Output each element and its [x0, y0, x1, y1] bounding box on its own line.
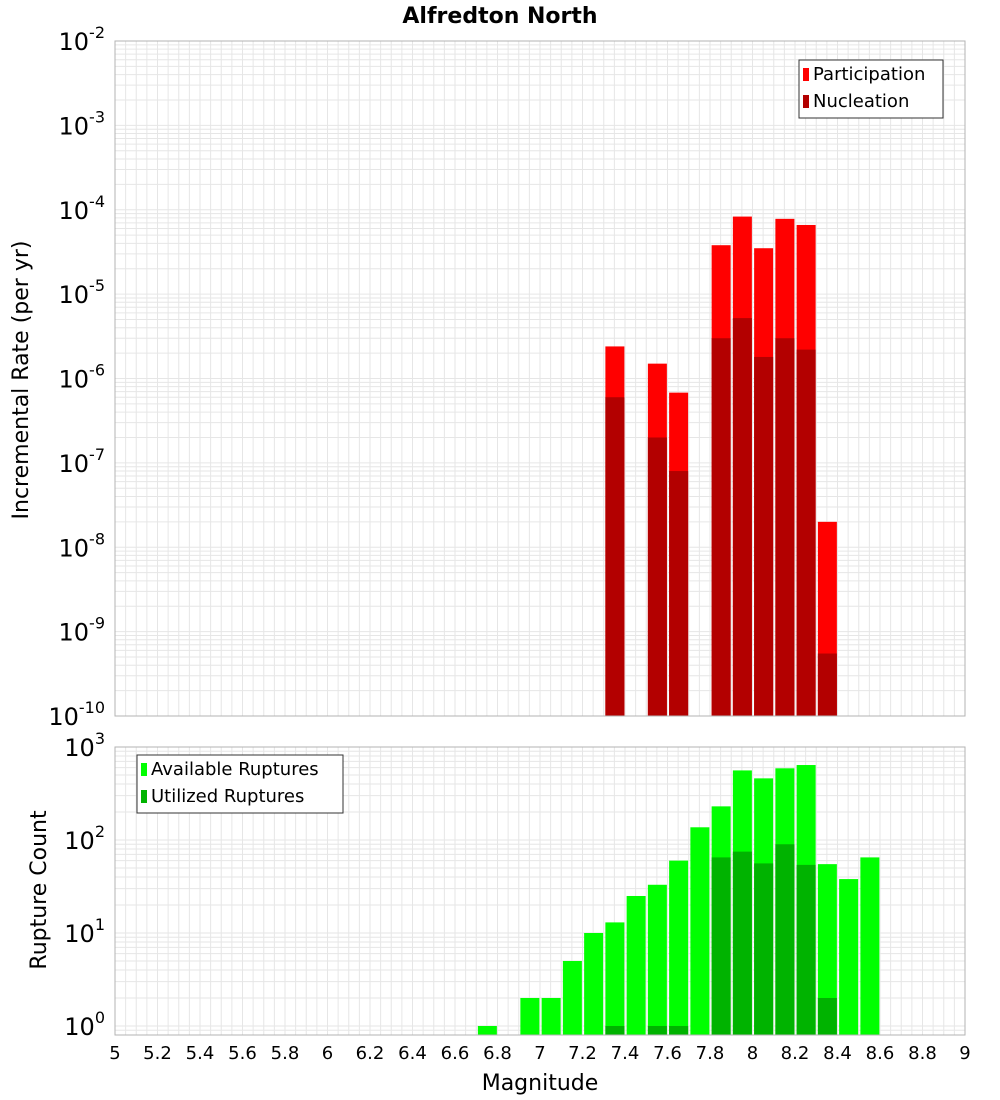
- x-tick-label: 6.4: [398, 1043, 427, 1064]
- x-tick-label: 8.8: [908, 1043, 937, 1064]
- bottom-bar: [520, 997, 540, 1035]
- bottom-bar: [839, 879, 859, 1035]
- bottom-legend-label: Available Ruptures: [151, 759, 319, 780]
- bottom-bar: [754, 863, 774, 1035]
- top-bar: [817, 653, 837, 716]
- bottom-plot-frame: [114, 746, 966, 1036]
- bottom-bar: [562, 960, 582, 1035]
- top-panel-rate-chart: 10-10 10-9 10-8 10-7 10-6 10-5 10-4 10-3 10-2 Par…: [48, 23, 966, 731]
- top-y-tick-label: 10-10: [48, 698, 105, 731]
- bottom-bar: [477, 1025, 497, 1035]
- x-tick-label: 7.4: [611, 1043, 640, 1064]
- x-tick-label: 8.6: [866, 1043, 895, 1064]
- bottom-legend-label: Utilized Ruptures: [151, 786, 304, 807]
- bottom-bar: [711, 857, 731, 1035]
- bottom-bar: [860, 857, 880, 1035]
- top-y-tick-label: 10-5: [59, 276, 106, 309]
- chart-title: Alfredton North: [402, 4, 597, 29]
- top-y-tick-label: 10-4: [59, 192, 106, 225]
- x-tick-label: 5: [109, 1043, 120, 1064]
- bottom-bar: [605, 1025, 625, 1035]
- top-bar: [669, 471, 689, 716]
- top-y-axis-label: Incremental Rate (per yr): [9, 241, 34, 520]
- bottom-y-tick-label: 102: [64, 822, 105, 855]
- top-legend: Participation Nucleation: [798, 59, 944, 119]
- bottom-bar: [817, 864, 837, 1035]
- x-axis-label: Magnitude: [482, 1071, 599, 1096]
- bottom-y-axis-label: Rupture Count: [27, 810, 52, 970]
- top-y-tick-label: 10-2: [59, 23, 106, 56]
- bottom-legend-box: [136, 754, 344, 814]
- x-tick-label: 5.2: [143, 1043, 172, 1064]
- top-bar: [647, 437, 667, 716]
- bottom-bar: [605, 922, 625, 1035]
- top-bar: [605, 397, 625, 716]
- bottom-y-tick-label: 100: [64, 1008, 105, 1041]
- top-bar: [732, 318, 752, 716]
- top-legend-label: Nucleation: [813, 91, 909, 112]
- top-legend-swatch: [803, 68, 809, 81]
- x-tick-label: 8: [747, 1043, 758, 1064]
- bottom-grid: [115, 747, 965, 1035]
- x-tick-label: 5.6: [228, 1043, 257, 1064]
- top-legend-box: [798, 59, 944, 119]
- x-tick-label: 8.4: [823, 1043, 852, 1064]
- bottom-bar: [817, 997, 837, 1035]
- x-tick-label: 8.2: [781, 1043, 810, 1064]
- bottom-bar: [690, 827, 710, 1035]
- top-y-tick-label: 10-3: [59, 107, 106, 140]
- x-tick-label: 6.8: [483, 1043, 512, 1064]
- x-tick-label: 7.6: [653, 1043, 682, 1064]
- x-tick-label: 5.4: [186, 1043, 215, 1064]
- bottom-bar: [732, 851, 752, 1035]
- bottom-y-tick-label: 101: [64, 915, 105, 948]
- top-legend-label: Participation: [813, 64, 925, 85]
- bottom-bar: [584, 932, 604, 1035]
- bottom-bar: [669, 860, 689, 1035]
- bottom-series-secondary: [605, 844, 837, 1035]
- top-grid: [115, 41, 965, 716]
- bottom-legend-swatch: [141, 790, 147, 803]
- bottom-legend: Available Ruptures Utilized Ruptures: [136, 754, 344, 814]
- x-tick-label: 6.2: [356, 1043, 385, 1064]
- top-y-tick-label: 10-7: [59, 445, 106, 478]
- x-tick-label: 9: [959, 1043, 970, 1064]
- bottom-bar: [669, 1025, 689, 1035]
- bottom-y-tick-label: 103: [64, 729, 105, 762]
- bottom-bar: [541, 997, 561, 1035]
- top-legend-swatch: [803, 95, 809, 108]
- bottom-legend-swatch: [141, 763, 147, 776]
- top-plot-frame: [114, 40, 966, 717]
- top-bar: [711, 338, 731, 716]
- bottom-bar: [796, 864, 816, 1035]
- x-tick-label: 6.6: [441, 1043, 470, 1064]
- bottom-panel-count-chart: 100 101 102 103 Available Ruptures Utilized R…: [64, 729, 970, 1064]
- top-y-tick-label: 10-9: [59, 614, 106, 647]
- bottom-bar: [626, 895, 646, 1035]
- x-tick-label: 5.8: [271, 1043, 300, 1064]
- top-series-secondary: [605, 318, 837, 716]
- bottom-bar: [647, 1025, 667, 1035]
- bottom-bar: [647, 884, 667, 1035]
- x-tick-label: 7.2: [568, 1043, 597, 1064]
- top-y-tick-label: 10-6: [59, 361, 106, 394]
- top-bar: [775, 338, 795, 716]
- x-tick-label: 7: [534, 1043, 545, 1064]
- bottom-bar: [775, 844, 795, 1035]
- top-y-tick-label: 10-8: [59, 529, 106, 562]
- x-tick-label: 7.8: [696, 1043, 725, 1064]
- x-tick-label: 6: [322, 1043, 333, 1064]
- top-bar: [754, 356, 774, 716]
- x-axis-ticks: 5 5.2 5.4 5.6 5.8 6 6.2 6.4 6.6 6.8 7 7.2 7.4 7.6 7.8 8…: [109, 1043, 970, 1064]
- top-bar: [796, 349, 816, 716]
